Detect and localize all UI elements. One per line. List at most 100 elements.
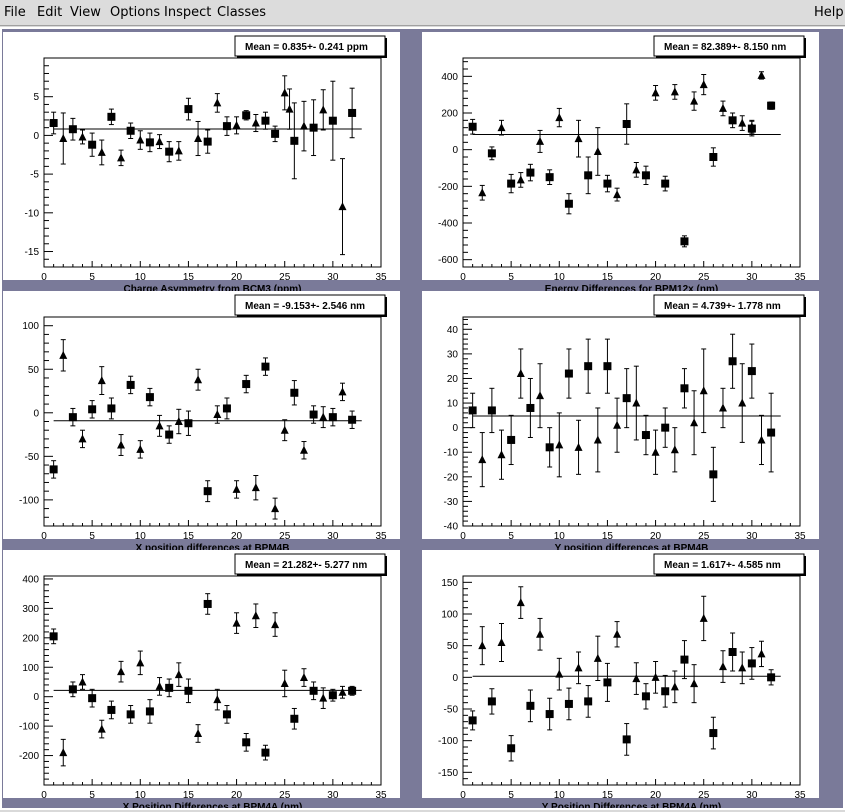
x-tick-label: 30 [327,790,339,801]
square-marker [709,153,718,161]
square-marker [222,404,231,413]
plot-pad-3[interactable]: 0 5 10 15 20 25 30 35 -100 -50 0 50 100 X position di… [3,291,400,554]
triangle-marker [213,695,222,704]
plot-pad-1[interactable]: 0 5 10 15 20 25 30 35 -15 -10 -5 0 5 Charge Asymmetry… [3,32,400,295]
x-tick-label: 35 [794,531,806,542]
square-marker [145,138,154,147]
triangle-marker [613,190,622,199]
triangle-marker [497,123,506,132]
triangle-marker [117,440,126,449]
triangle-marker [155,681,164,690]
menu-classes[interactable]: Classes [217,5,266,20]
square-marker [641,692,650,701]
plot-pad-6[interactable]: 0 5 10 15 20 25 30 35 -150 -100 -50 0 50 100 150 Y Posi… [422,550,819,812]
y-tick-label: 10 [447,399,459,410]
triangle-marker [59,350,68,359]
y-tick-label: 0 [33,408,39,419]
triangle-marker [213,98,222,107]
x-tick-label: 35 [794,790,806,801]
stats-box [234,294,386,316]
x-tick-label: 10 [135,790,147,801]
triangle-marker [136,135,145,144]
square-marker [661,687,670,696]
stats-box [653,294,805,316]
square-marker [641,431,650,440]
triangle-marker [280,425,289,434]
plot-pad-4[interactable]: 0 5 10 15 20 25 30 35 -40 -30 -20 -10 0 10 20 30 40 Y pos… [422,291,819,554]
triangle-marker [78,132,87,141]
x-tick-label: 25 [698,790,710,801]
menu-file[interactable]: File [4,5,26,20]
triangle-marker [478,455,487,464]
plot-pad-5[interactable]: 0 5 10 15 20 25 30 35 -200 -100 0 100 200 300 400 X Pos… [3,550,400,812]
x-tick-label: 20 [650,790,662,801]
menu-help[interactable]: Help [814,5,844,20]
x-axis-label: Energy Differences for BPM12x (nm) [545,284,718,295]
x-tick-label: 10 [554,531,566,542]
square-marker [564,199,573,208]
square-marker [680,237,689,246]
y-tick-label: -10 [25,208,40,219]
y-tick-label: 0 [33,131,39,142]
triangle-marker [174,146,183,155]
square-marker [328,116,337,125]
x-tick-label: 0 [41,790,47,801]
y-tick-label: -50 [444,705,459,716]
square-marker [145,393,154,402]
square-marker [603,179,612,188]
triangle-marker [516,369,525,378]
triangle-marker [97,147,106,156]
square-marker [242,111,251,120]
x-tick-label: 15 [602,531,614,542]
pad-background [3,550,400,798]
triangle-marker [690,418,699,427]
triangle-marker [632,165,641,174]
triangle-marker [574,663,583,672]
x-tick-label: 30 [746,272,758,283]
x-tick-label: 10 [554,272,566,283]
plot-pad-2[interactable]: 0 5 10 15 20 25 30 35 -600 -400 -200 0 200 400 Energy … [422,32,819,295]
square-marker [107,404,116,413]
triangle-marker [194,134,203,143]
triangle-marker [280,678,289,687]
triangle-marker [516,598,525,607]
y-tick-label: 400 [22,574,39,585]
square-marker [68,685,77,694]
triangle-marker [136,658,145,667]
square-marker [545,173,554,182]
menu-bar: File Edit View Options Inspect Classes H… [0,0,845,26]
pad-background [3,291,400,539]
menu-edit[interactable]: Edit [37,5,63,20]
square-marker [203,599,212,608]
triangle-marker [574,134,583,143]
x-axis-label: Y position differences at BPM4B [555,543,709,554]
y-tick-label: -30 [444,497,459,508]
y-tick-label: 100 [22,663,39,674]
square-marker [622,394,631,403]
stats-box [234,35,386,57]
stats-box [234,553,386,575]
square-marker [261,748,270,757]
square-marker [290,136,299,145]
triangle-marker [497,638,506,646]
triangle-marker [757,435,766,444]
menu-view[interactable]: View [70,5,101,20]
y-tick-label: 5 [33,92,39,103]
triangle-marker [555,440,564,449]
square-marker [603,678,612,687]
square-marker [584,362,593,371]
menu-inspect[interactable]: Inspect [164,5,212,20]
y-tick-label: 30 [447,349,459,360]
triangle-marker [59,134,68,143]
square-marker [747,367,756,376]
triangle-marker [651,672,660,681]
x-tick-label: 35 [375,272,387,283]
x-tick-label: 5 [89,531,95,542]
square-marker [126,710,135,719]
x-tick-label: 0 [460,790,466,801]
triangle-marker [78,677,87,686]
menu-options[interactable]: Options [110,5,161,20]
y-tick-label: -600 [438,255,458,266]
triangle-marker [593,653,602,662]
x-tick-label: 25 [279,790,291,801]
